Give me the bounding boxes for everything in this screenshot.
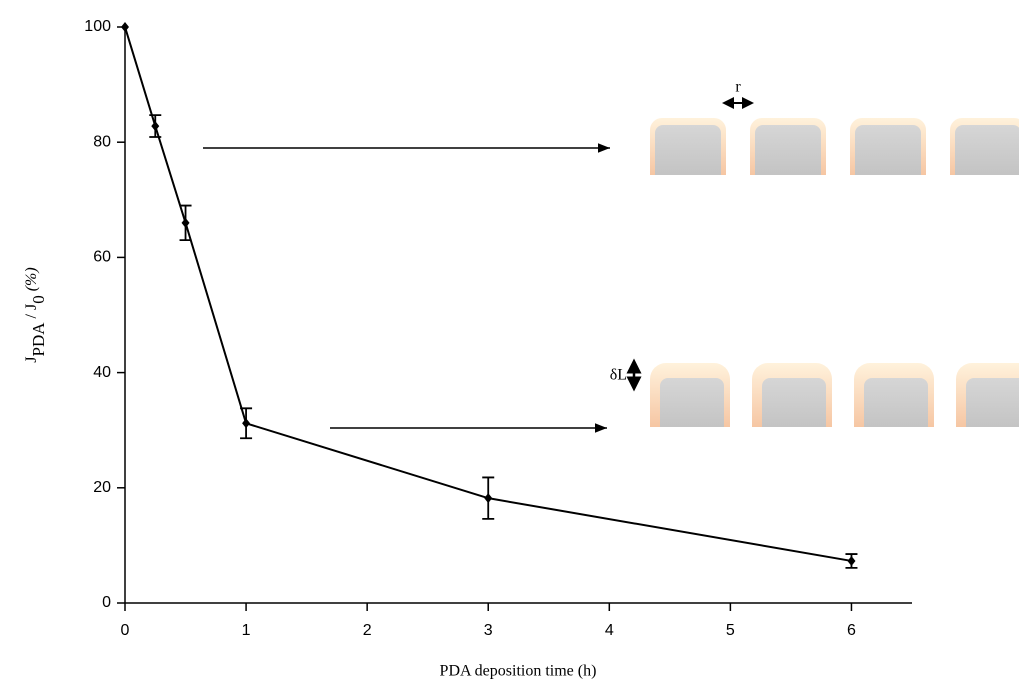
- y-tick-label: 0: [102, 594, 111, 611]
- data-point: [181, 217, 190, 228]
- data-point: [242, 418, 251, 429]
- y-label-part: (%): [23, 267, 40, 295]
- illustration-bottom: [650, 363, 1019, 427]
- x-tick-label: 2: [363, 622, 372, 639]
- annotation: δL: [610, 367, 627, 384]
- x-tick-label: 4: [605, 622, 614, 639]
- y-label-part: J: [23, 356, 40, 362]
- y-axis-label: JPDA / J0 (%): [23, 267, 48, 362]
- y-tick-label: 80: [93, 133, 111, 150]
- y-tick-label: 60: [93, 249, 111, 266]
- y-label-part: PDA: [29, 322, 48, 357]
- annotation: r: [735, 79, 741, 96]
- x-tick-label: 5: [726, 622, 735, 639]
- y-tick-label: 40: [93, 364, 111, 381]
- y-label-part: 0: [29, 295, 48, 304]
- y-tick-label: 100: [84, 18, 111, 35]
- data-point: [847, 555, 856, 566]
- data-point: [151, 121, 160, 132]
- y-label-part: / J: [23, 304, 40, 323]
- data-point: [484, 493, 493, 504]
- illustration-top: [650, 118, 1019, 175]
- y-tick-label: 20: [93, 479, 111, 496]
- x-tick-label: 1: [242, 622, 251, 639]
- x-tick-label: 0: [121, 622, 130, 639]
- data-line: [124, 26, 852, 562]
- x-axis-label: PDA deposition time (h): [440, 663, 597, 680]
- x-tick-label: 3: [484, 622, 493, 639]
- x-tick-label: 6: [847, 622, 856, 639]
- data-point: [121, 22, 129, 32]
